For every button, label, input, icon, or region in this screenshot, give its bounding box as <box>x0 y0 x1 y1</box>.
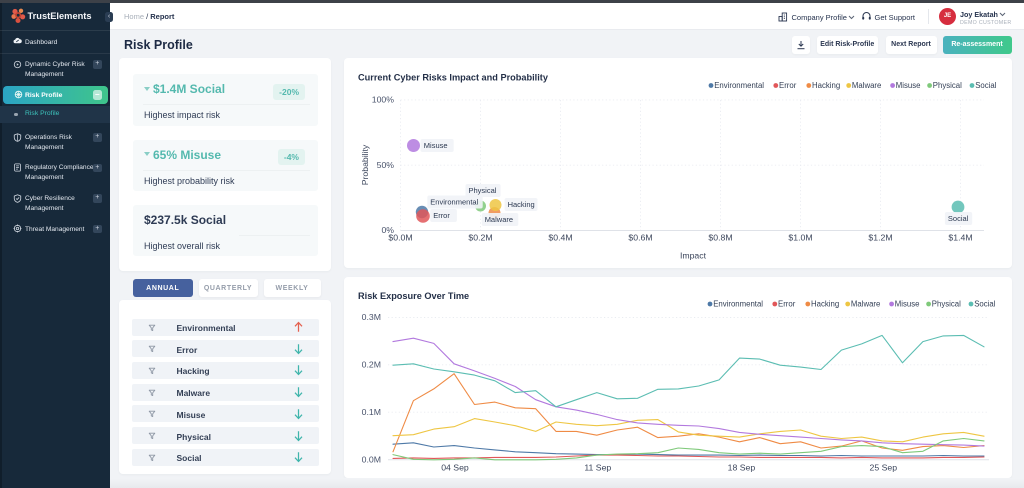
svg-text:100%: 100% <box>372 94 394 104</box>
svg-text:$1.2M: $1.2M <box>868 232 892 242</box>
svg-text:$0.0M: $0.0M <box>388 232 412 242</box>
svg-text:Hacking: Hacking <box>812 81 840 90</box>
svg-text:$0.4M: $0.4M <box>548 232 572 242</box>
svg-text:Error: Error <box>433 211 450 220</box>
svg-text:Social: Social <box>974 300 996 309</box>
svg-text:Environmental: Environmental <box>713 300 763 309</box>
svg-text:Physical: Physical <box>932 300 961 309</box>
svg-text:$0.2M: $0.2M <box>468 232 492 242</box>
svg-text:0%: 0% <box>381 225 394 235</box>
svg-text:0.1M: 0.1M <box>362 407 381 417</box>
svg-text:18 Sep: 18 Sep <box>728 463 756 473</box>
svg-text:Risk Exposure Over Time: Risk Exposure Over Time <box>358 291 469 301</box>
svg-text:Hacking: Hacking <box>811 300 839 309</box>
svg-text:Malware: Malware <box>852 81 881 90</box>
svg-text:Malware: Malware <box>485 215 513 224</box>
svg-text:Hacking: Hacking <box>508 200 535 209</box>
svg-text:$1.4M: $1.4M <box>948 232 972 242</box>
svg-text:0.3M: 0.3M <box>362 312 381 322</box>
svg-text:Social: Social <box>975 81 997 90</box>
svg-text:$1.0M: $1.0M <box>788 232 812 242</box>
svg-text:25 Sep: 25 Sep <box>870 463 898 473</box>
svg-text:Environmental: Environmental <box>714 81 764 90</box>
svg-text:$0.6M: $0.6M <box>628 232 652 242</box>
svg-text:Current Cyber Risks Impact and: Current Cyber Risks Impact and Probabili… <box>358 72 549 82</box>
svg-text:Impact: Impact <box>680 250 707 260</box>
svg-text:0.0M: 0.0M <box>362 455 381 465</box>
svg-text:11 Sep: 11 Sep <box>584 463 611 473</box>
svg-text:$0.8M: $0.8M <box>708 232 732 242</box>
svg-text:Physical: Physical <box>469 186 497 195</box>
svg-text:Misuse: Misuse <box>424 141 448 150</box>
svg-text:Probability: Probability <box>360 144 370 185</box>
svg-text:Malware: Malware <box>851 300 880 309</box>
svg-text:Environmental: Environmental <box>430 197 478 206</box>
svg-text:Error: Error <box>778 300 796 309</box>
svg-text:0.2M: 0.2M <box>362 360 381 370</box>
svg-text:50%: 50% <box>377 159 395 169</box>
svg-text:04 Sep: 04 Sep <box>441 463 469 473</box>
svg-text:Social: Social <box>948 214 969 223</box>
svg-text:Physical: Physical <box>933 81 962 90</box>
svg-text:Misuse: Misuse <box>895 300 920 309</box>
svg-text:Error: Error <box>779 81 797 90</box>
svg-text:Misuse: Misuse <box>896 81 921 90</box>
